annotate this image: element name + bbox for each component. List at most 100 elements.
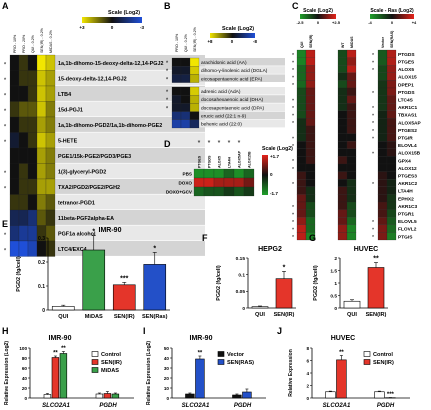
bar: [112, 284, 136, 311]
heatmap-cell: [18, 85, 29, 102]
heatmap-cell: [305, 141, 316, 149]
heatmap-cell: [346, 209, 357, 218]
significance-mark: *: [292, 60, 294, 66]
heatmap-cell: [36, 101, 47, 118]
row-label: LTB4: [58, 92, 71, 98]
legend-label: SEN(IR): [373, 360, 394, 366]
significance-mark: **: [198, 351, 203, 357]
heatmap-cell: [377, 217, 388, 225]
heatmap-cell: [305, 118, 316, 127]
heatmap-cell: [305, 163, 316, 172]
heatmap-cell: [386, 141, 397, 149]
significance-mark: *: [218, 140, 221, 147]
heatmap-cell: [346, 163, 357, 172]
heatmap-cell: [223, 177, 235, 188]
row-band: [199, 74, 285, 82]
heatmap-cell: [27, 163, 38, 180]
heatmap-cell: [305, 201, 316, 210]
y-tick-label: 0: [242, 306, 245, 312]
row-band: [55, 163, 205, 179]
bar: [82, 249, 106, 311]
heatmap-cell: [296, 179, 307, 187]
significance-mark: *: [372, 68, 374, 74]
heatmap-cell: [36, 85, 47, 102]
heatmap-cell: [377, 125, 388, 134]
heatmap-cell: [36, 194, 47, 211]
heatmap-cell: [377, 72, 388, 81]
heatmap-cell: [337, 65, 348, 73]
heatmap-cell: [346, 65, 357, 73]
heatmap-cell: [18, 116, 29, 133]
scale-tick: 0: [231, 39, 234, 44]
heatmap-cell: [36, 70, 47, 87]
heatmap-cell: [296, 141, 307, 149]
heatmap-cell: [18, 163, 29, 180]
category-label: QUI: [347, 312, 357, 318]
col-label: ALOX15B: [248, 151, 252, 168]
row-label: 1a,1b-dihomo-PGD2/1a,1b-dihomo-PGE2: [58, 123, 162, 129]
y-tick-label: 6: [306, 358, 309, 363]
y-axis-label: PGD2 (fg/cell): [216, 265, 222, 301]
col-label: QUI - 0.2%: [184, 33, 188, 52]
heatmap-cell: [305, 72, 316, 81]
heatmap-cell: [171, 74, 182, 83]
row-label: 1a,1b-dihomo-15-deoxy-delta-12,14-PGJ2: [58, 61, 163, 67]
col-label: QUI - 0.2%: [31, 34, 35, 53]
heatmap-cell: [386, 148, 397, 157]
heatmap-cell: [377, 118, 388, 127]
heatmap-cell: [346, 201, 357, 210]
heatmap-cell: [386, 186, 397, 195]
bar-chart-e: IMR-90 0 0.1 0.2 0.3 PGD2 (fg/cell) QUI * MiDAS *…: [16, 227, 170, 320]
heatmap-cell: [386, 65, 397, 73]
row-label: ELOVL5: [398, 219, 417, 225]
bar: [95, 393, 104, 399]
row-label: FLOVL2: [398, 227, 417, 233]
y-tick-label: 0.1: [238, 272, 245, 278]
heatmap-cell: [386, 49, 397, 58]
row-band: [199, 111, 285, 120]
y-tick-label: 0.05: [236, 289, 246, 295]
y-tick-label: 0: [166, 396, 169, 401]
significance-mark: *: [292, 159, 294, 165]
y-tick-label: 2: [306, 383, 309, 388]
significance-mark: *: [292, 121, 294, 127]
significance-mark: *: [4, 171, 7, 177]
row-label: docosapentaenoic acid (DPA): [201, 105, 265, 111]
bar: [185, 393, 195, 399]
row-band: [55, 86, 205, 101]
heatmap-cell: [36, 132, 47, 149]
heatmap-cell: [296, 103, 307, 111]
heatmap-cell: [296, 186, 307, 195]
significance-mark: *: [372, 136, 374, 142]
legend-label: Control: [101, 352, 121, 358]
row-label: dihomo-γ-linolenic acid (DGLA): [201, 68, 268, 74]
heatmap-cell: [180, 66, 191, 75]
heatmap-cell: [337, 125, 348, 134]
heatmap-cell: [386, 80, 397, 89]
scale-tick: 0: [391, 20, 394, 25]
heatmap-cell: [305, 171, 316, 180]
row-label: ALOX15B: [398, 151, 421, 157]
row-label: ELOVL4: [398, 143, 417, 149]
heatmap-cell: [346, 103, 357, 111]
significance-mark: *: [166, 98, 169, 104]
significance-mark: *: [166, 69, 169, 75]
significance-mark: *: [292, 136, 294, 142]
heatmap-cell: [386, 163, 397, 172]
heatmap-cell: [377, 186, 388, 195]
y-tick-label: 0.5: [330, 293, 337, 299]
y-tick-label: 80: [22, 356, 28, 361]
scale-tick: -1.7: [270, 191, 278, 196]
heatmap-cell: [9, 85, 20, 102]
heatmap-cell: [180, 74, 191, 83]
row-label: tetranor-PGD1: [58, 201, 95, 207]
heatmap-cell: [18, 147, 29, 164]
heatmap-cell: [189, 103, 200, 112]
row-label: DOXO: [178, 180, 192, 185]
row-label: ALOX15: [398, 75, 417, 81]
heatmap-cell: [243, 186, 255, 197]
row-band: [55, 148, 205, 163]
scale-tick: -8: [253, 39, 257, 44]
bar: [143, 264, 167, 311]
row-label: 1(3)-glyceryl-PGD2: [58, 170, 106, 176]
